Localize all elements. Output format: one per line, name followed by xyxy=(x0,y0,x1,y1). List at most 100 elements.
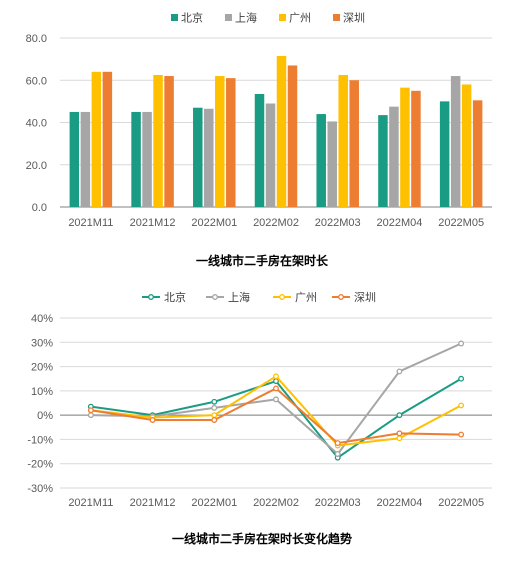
data-point xyxy=(458,431,465,438)
legend-label: 广州 xyxy=(289,12,311,25)
bar xyxy=(450,76,461,208)
data-point xyxy=(273,396,279,403)
bar xyxy=(69,111,80,207)
legend-swatch xyxy=(171,14,178,21)
line-chart-gridlines xyxy=(60,317,492,489)
bar xyxy=(204,108,214,207)
legend-label: 北京 xyxy=(164,290,186,304)
y-tick-label: 0% xyxy=(37,410,53,422)
legend-label: 深圳 xyxy=(343,12,365,25)
x-tick-label: 2022M03 xyxy=(315,497,361,509)
bar-chart-x-axis: 2021M11 2021M12 2022M01 2022M02 2022M03 2022M… xyxy=(68,217,484,229)
y-tick-label: 60.0 xyxy=(26,75,47,87)
x-tick-label: 2022M05 xyxy=(438,497,484,509)
bar xyxy=(102,71,113,207)
x-tick-label: 2021M11 xyxy=(68,497,113,509)
data-point xyxy=(273,385,279,392)
bar xyxy=(461,84,472,207)
x-tick-label: 2022M04 xyxy=(376,217,422,229)
data-point xyxy=(396,412,403,419)
legend-swatch xyxy=(333,14,340,21)
data-point xyxy=(273,373,279,380)
line-chart-x-axis: 2021M11 2021M12 2022M01 2022M02 2022M03 2022M… xyxy=(68,497,484,509)
x-tick-label: 2022M02 xyxy=(253,217,299,229)
data-point xyxy=(211,417,218,423)
bar xyxy=(389,106,399,207)
bar xyxy=(439,101,450,207)
x-tick-label: 2022M04 xyxy=(376,497,422,509)
bar xyxy=(472,100,483,207)
y-tick-label: -20% xyxy=(27,459,53,471)
y-tick-label: 40.0 xyxy=(26,118,47,130)
legend-label: 上海 xyxy=(228,290,250,304)
y-tick-label: -10% xyxy=(27,434,53,446)
bar-chart-y-axis: 0.0 20.0 40.0 60.0 80.0 xyxy=(26,33,47,214)
bar xyxy=(254,93,265,207)
bar-chart: 北京 上海 广州 深圳 0.020.040.060.080.0 2021M11 2021… xyxy=(26,11,492,268)
bar xyxy=(193,107,203,207)
bar xyxy=(131,111,141,207)
line-chart-series xyxy=(87,340,465,461)
bar xyxy=(265,103,276,207)
x-tick-label: 2022M02 xyxy=(253,497,299,509)
bar xyxy=(215,76,225,208)
data-point xyxy=(87,407,94,414)
legend-label: 广州 xyxy=(295,291,317,304)
data-point xyxy=(211,404,218,411)
bar-chart-title: 一线城市二手房在架时长 xyxy=(196,253,329,268)
y-tick-label: 10% xyxy=(31,386,53,398)
bar xyxy=(400,87,410,207)
x-tick-label: 2022M05 xyxy=(438,217,484,229)
bar xyxy=(80,111,91,207)
data-point xyxy=(458,340,465,347)
legend-label: 北京 xyxy=(181,11,203,25)
bar xyxy=(226,78,236,207)
y-tick-label: -30% xyxy=(27,483,53,495)
legend-label: 上海 xyxy=(235,11,257,25)
y-tick-label: 20% xyxy=(31,362,53,374)
x-tick-label: 2022M01 xyxy=(191,497,237,509)
bar xyxy=(349,80,359,207)
bar xyxy=(338,74,348,207)
line-chart: 北京 上海 广州 深圳 -30% -20% -10% 0% 10% 20% 30% 40% 2021… xyxy=(27,290,492,546)
data-point xyxy=(458,375,465,382)
line-chart-y-axis: -30% -20% -10% 0% 10% 20% 30% 40% xyxy=(27,313,53,495)
x-tick-label: 2021M11 xyxy=(68,217,113,229)
legend-marker xyxy=(279,294,285,300)
legend-marker xyxy=(338,294,344,300)
x-tick-label: 2022M01 xyxy=(191,217,237,229)
data-point xyxy=(334,440,341,447)
bar xyxy=(316,114,326,207)
bar xyxy=(276,55,287,207)
x-tick-label: 2021M12 xyxy=(130,497,176,509)
y-tick-label: 30% xyxy=(31,337,53,349)
bar xyxy=(153,74,163,207)
bar xyxy=(411,90,421,207)
bar xyxy=(378,115,388,207)
bar xyxy=(164,76,174,208)
x-tick-label: 2022M03 xyxy=(315,217,361,229)
bar-chart-bars xyxy=(69,55,483,208)
legend-marker xyxy=(148,294,154,300)
data-point xyxy=(211,412,218,419)
y-tick-label: 40% xyxy=(31,313,53,325)
data-point xyxy=(458,402,465,409)
legend-label: 深圳 xyxy=(354,291,376,304)
bar xyxy=(327,121,337,207)
y-tick-label: 80.0 xyxy=(26,33,47,45)
bar xyxy=(142,111,152,207)
legend-marker xyxy=(212,294,218,300)
line-chart-title: 一线城市二手房在架时长变化趋势 xyxy=(172,531,352,546)
data-point xyxy=(87,412,94,419)
legend-swatch xyxy=(225,14,232,21)
data-point xyxy=(396,435,403,442)
data-point xyxy=(334,451,341,457)
y-tick-label: 0.0 xyxy=(32,202,47,214)
bar xyxy=(287,65,298,208)
line-chart-legend: 北京 上海 广州 深圳 xyxy=(142,290,376,304)
data-point xyxy=(211,398,218,405)
x-tick-label: 2021M12 xyxy=(130,217,176,229)
bar-chart-gridlines xyxy=(60,37,492,208)
data-point xyxy=(149,417,156,423)
